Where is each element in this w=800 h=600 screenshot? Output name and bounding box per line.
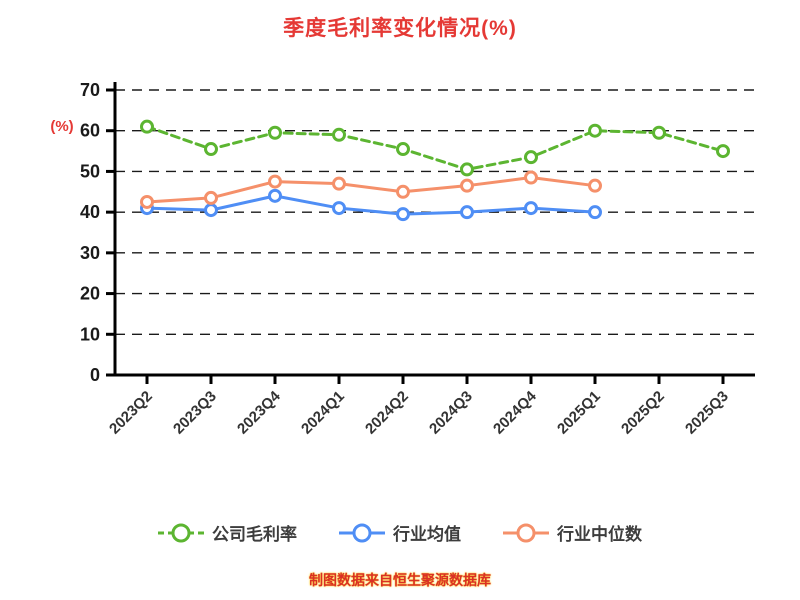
svg-text:2024Q1: 2024Q1 — [298, 388, 348, 438]
chart-plot: 0 10 20 30 40 50 60 70 (%) 2023Q2 2023Q3 2023Q4 2024… — [50, 80, 755, 438]
svg-text:2023Q4: 2023Q4 — [234, 387, 284, 437]
svg-text:20: 20 — [80, 284, 100, 304]
svg-text:0: 0 — [90, 365, 100, 385]
svg-text:2024Q3: 2024Q3 — [426, 388, 476, 438]
footer-note: 制图数据来自恒生聚源数据库 — [309, 572, 491, 588]
svg-text:60: 60 — [80, 121, 100, 141]
legend-marker-company-icon — [158, 523, 204, 542]
chart-title: 季度毛利率变化情况(%) — [283, 17, 517, 40]
svg-text:(%): (%) — [50, 118, 73, 135]
svg-text:50: 50 — [80, 161, 100, 181]
legend-label-industry-median: 行业中位数 — [557, 525, 642, 544]
svg-text:2024Q4: 2024Q4 — [490, 387, 540, 437]
svg-text:40: 40 — [80, 202, 100, 222]
svg-text:70: 70 — [80, 80, 100, 100]
chart-legend: 公司毛利率 行业均值 行业中位数 — [0, 520, 800, 545]
legend-marker-industry-avg-icon — [339, 523, 385, 542]
legend-label-industry-avg: 行业均值 — [393, 525, 461, 544]
legend-item-industry-avg: 行业均值 — [339, 520, 461, 545]
svg-text:10: 10 — [80, 324, 100, 344]
legend-marker-industry-median-icon — [503, 523, 549, 542]
svg-text:2025Q3: 2025Q3 — [682, 388, 732, 438]
svg-text:2023Q3: 2023Q3 — [170, 388, 220, 438]
legend-item-company: 公司毛利率 — [158, 520, 297, 545]
svg-text:30: 30 — [80, 243, 100, 263]
svg-text:2025Q2: 2025Q2 — [618, 388, 668, 438]
legend-label-company: 公司毛利率 — [212, 525, 297, 544]
svg-text:2023Q2: 2023Q2 — [106, 388, 156, 438]
svg-text:2025Q1: 2025Q1 — [554, 388, 604, 438]
legend-item-industry-median: 行业中位数 — [503, 520, 642, 545]
svg-text:2024Q2: 2024Q2 — [362, 388, 412, 438]
